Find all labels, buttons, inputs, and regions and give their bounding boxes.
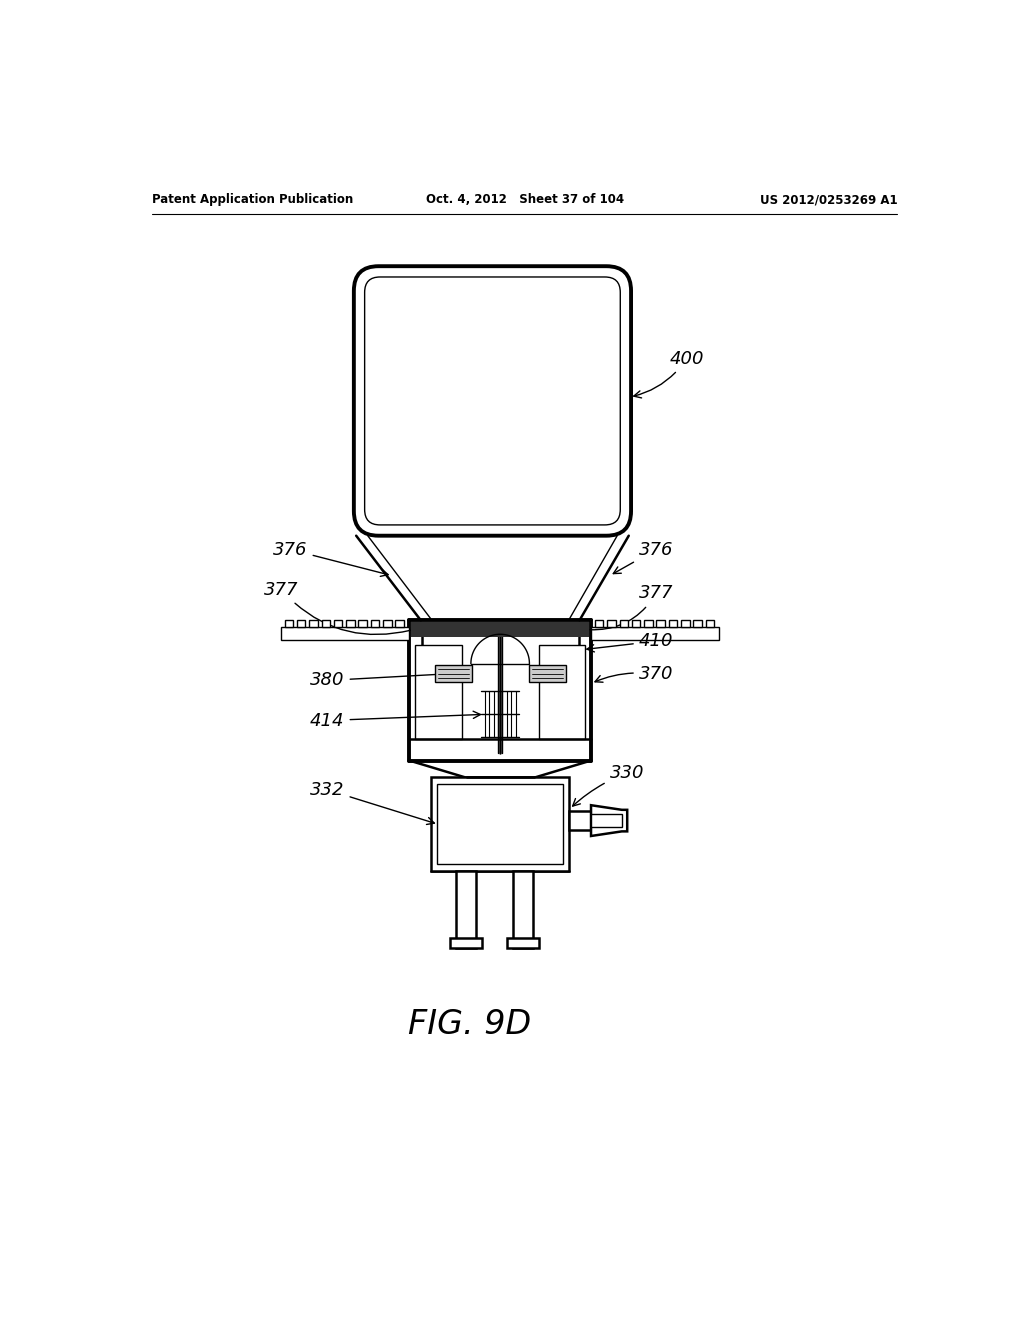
Bar [693,619,701,627]
Text: 414: 414 [310,711,480,730]
Bar [569,812,591,830]
Bar [435,665,472,682]
Text: 380: 380 [310,671,449,689]
Text: 332: 332 [310,781,434,825]
Bar [431,777,569,871]
Bar [644,619,652,627]
Bar [416,645,462,739]
Bar [411,622,590,638]
Bar [282,627,410,640]
Bar [457,871,475,948]
Text: 370: 370 [595,665,673,684]
Bar [285,619,293,627]
Bar [681,619,689,627]
Bar [507,939,539,948]
Text: 330: 330 [572,764,644,807]
Text: 376: 376 [273,541,388,577]
Text: 377: 377 [590,585,673,630]
Text: 400: 400 [634,350,705,397]
Bar [656,619,665,627]
Bar [358,619,367,627]
Bar [669,619,677,627]
Bar [591,627,719,640]
Bar [620,619,628,627]
Bar [451,939,481,948]
Bar [371,619,379,627]
Bar [334,619,342,627]
Bar [591,814,622,826]
Bar [632,619,640,627]
Text: 410: 410 [587,632,673,652]
Text: 376: 376 [613,541,673,574]
Polygon shape [591,805,628,836]
Bar [539,645,585,739]
Bar [706,619,714,627]
Bar [395,619,403,627]
Bar [607,619,615,627]
Bar [322,619,330,627]
Text: Patent Application Publication: Patent Application Publication [153,193,353,206]
Text: US 2012/0253269 A1: US 2012/0253269 A1 [760,193,897,206]
FancyBboxPatch shape [365,277,621,525]
Text: Oct. 4, 2012   Sheet 37 of 104: Oct. 4, 2012 Sheet 37 of 104 [426,193,624,206]
Bar [437,784,563,865]
Bar [528,665,565,682]
Bar [595,619,603,627]
Bar [383,619,391,627]
Bar [513,871,532,948]
FancyBboxPatch shape [354,267,631,536]
Bar [346,619,354,627]
Bar [297,619,305,627]
Text: 377: 377 [264,581,411,635]
Text: FIG. 9D: FIG. 9D [408,1008,531,1041]
Bar [309,619,317,627]
